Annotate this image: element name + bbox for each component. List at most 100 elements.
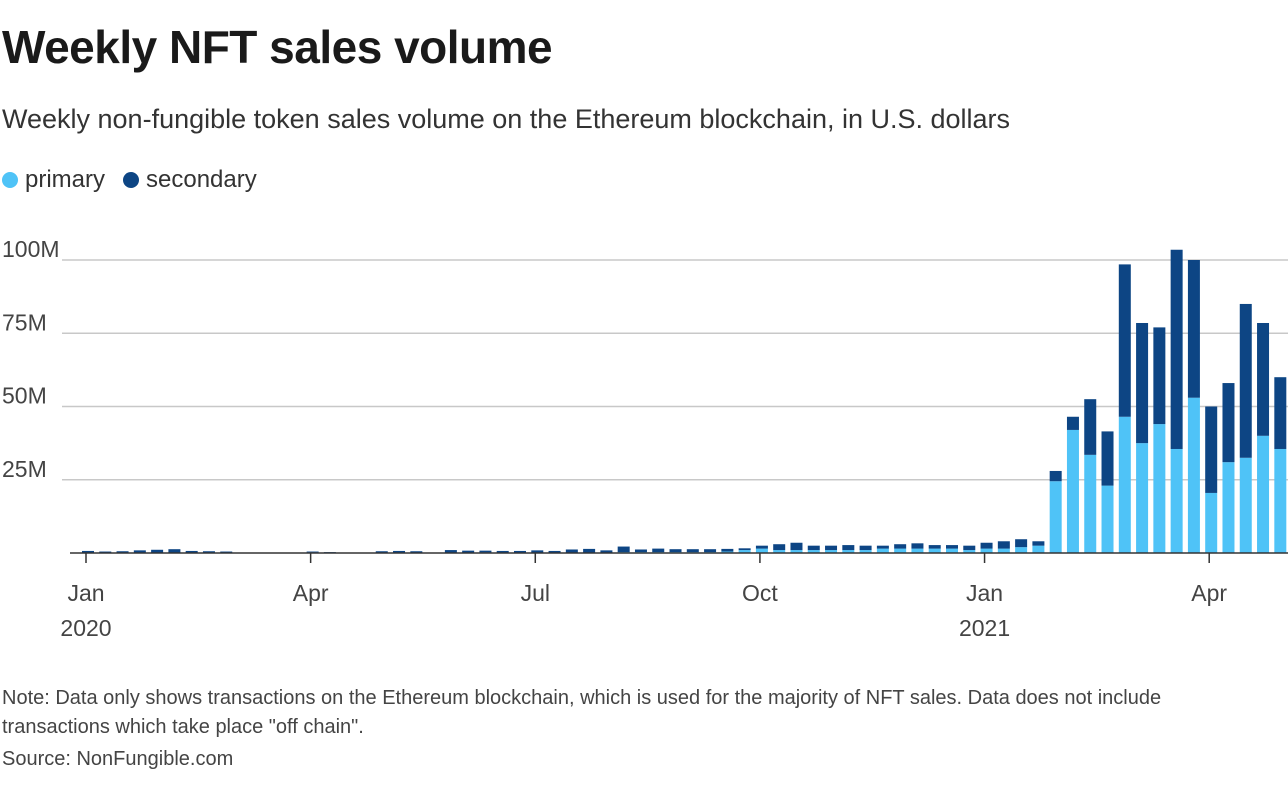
bar-primary <box>997 548 1010 553</box>
bar-secondary <box>1153 327 1166 425</box>
bar-secondary <box>1066 416 1079 430</box>
y-tick-label: 75M <box>2 309 47 335</box>
bar-primary <box>1066 429 1079 553</box>
bar-secondary <box>496 550 509 553</box>
bar-primary <box>928 548 941 553</box>
bar-secondary <box>1049 470 1062 482</box>
bar-primary <box>894 548 907 553</box>
bar-secondary <box>1222 383 1235 463</box>
bar-primary <box>842 550 855 553</box>
bar-secondary <box>306 551 319 553</box>
bar-secondary <box>462 550 475 553</box>
bar-primary <box>1049 481 1062 553</box>
bar-secondary <box>185 550 198 553</box>
bar-secondary <box>894 544 907 549</box>
bar-primary <box>1170 448 1183 553</box>
x-tick-label: Jan <box>67 580 104 606</box>
bar-secondary <box>911 543 924 549</box>
legend-swatch-primary <box>2 172 18 188</box>
x-tick-year-label: 2020 <box>60 615 111 640</box>
bar-primary <box>773 550 786 553</box>
bar-secondary <box>669 549 682 553</box>
bar-secondary <box>1101 431 1114 486</box>
bar-primary <box>790 550 803 553</box>
bar-secondary <box>652 548 665 553</box>
bar-secondary <box>980 542 993 549</box>
bar-secondary <box>1032 541 1045 546</box>
bar-primary <box>1187 397 1200 553</box>
chart-note: Note: Data only shows transactions on th… <box>2 687 1162 738</box>
bar-primary <box>825 550 838 553</box>
x-tick-year-label: 2021 <box>959 615 1010 640</box>
bar-secondary <box>220 551 233 553</box>
bar-primary <box>1118 416 1131 553</box>
x-tick-label: Oct <box>742 580 778 606</box>
bar-primary <box>738 550 751 553</box>
bar-secondary <box>825 545 838 551</box>
bar-secondary <box>1136 322 1149 444</box>
axes: 25M 50M 75M 100M Jan 2020 Apr Jul Oct Jan 2021 Apr <box>2 236 1288 640</box>
bar-primary <box>876 548 889 553</box>
bars <box>82 249 1287 553</box>
bar-secondary <box>634 549 647 553</box>
bar-secondary <box>202 551 215 553</box>
bar-secondary <box>479 550 492 553</box>
bar-primary <box>1274 448 1287 553</box>
bar-secondary <box>755 545 768 549</box>
gridlines <box>62 259 1288 481</box>
legend-swatch-secondary <box>123 172 140 188</box>
bar-secondary <box>842 545 855 551</box>
chart-title: Weekly NFT sales volume <box>2 21 553 73</box>
x-tick-label: Apr <box>1191 580 1227 606</box>
bar-primary <box>980 548 993 553</box>
legend-label-primary: primary <box>25 166 106 193</box>
bar-secondary <box>168 549 181 553</box>
bar-secondary <box>82 550 94 553</box>
bar-secondary <box>375 551 388 553</box>
bar-secondary <box>807 545 820 551</box>
y-tick-label: 50M <box>2 383 47 409</box>
y-tick-label: 100M <box>2 236 60 262</box>
bar-secondary <box>1205 406 1218 493</box>
bar-secondary <box>600 550 613 553</box>
bar-secondary <box>444 550 457 553</box>
bar-secondary <box>928 545 941 549</box>
bar-secondary <box>997 541 1010 549</box>
x-tick-label: Jan <box>966 580 1003 606</box>
bar-secondary <box>721 548 734 552</box>
bar-primary <box>807 550 820 553</box>
bar-secondary <box>704 549 717 553</box>
bar-primary <box>1257 435 1270 553</box>
bar-primary <box>755 548 768 553</box>
bar-secondary <box>1015 539 1028 548</box>
bar-primary <box>1205 492 1218 553</box>
bar-secondary <box>686 549 699 553</box>
bar-primary <box>1015 547 1028 553</box>
y-tick-label: 25M <box>2 456 47 482</box>
bar-secondary <box>1170 249 1183 449</box>
bar-secondary <box>1274 377 1287 449</box>
bar-primary <box>1153 424 1166 553</box>
bar-secondary <box>583 548 596 553</box>
chart-subtitle: Weekly non-fungible token sales volume o… <box>2 104 1011 134</box>
bar-secondary <box>1084 399 1097 455</box>
bar-primary <box>963 550 976 553</box>
bar-secondary <box>99 551 112 553</box>
bar-primary <box>1032 545 1045 553</box>
bar-primary <box>1101 485 1114 553</box>
bar-secondary <box>617 546 630 553</box>
bar-primary <box>946 548 958 553</box>
bar-secondary <box>133 550 146 553</box>
bar-secondary <box>738 548 751 551</box>
bar-primary <box>1222 462 1235 553</box>
bar-secondary <box>1118 264 1131 417</box>
bar-primary <box>911 548 924 553</box>
bar-primary <box>1136 443 1149 553</box>
bar-primary <box>1239 457 1252 553</box>
legend-label-secondary: secondary <box>146 166 257 193</box>
bar-secondary <box>116 551 129 553</box>
legend: primary secondary <box>2 166 275 194</box>
bar-secondary <box>1187 260 1200 398</box>
bar-secondary <box>876 545 889 549</box>
bar-secondary <box>790 542 803 551</box>
